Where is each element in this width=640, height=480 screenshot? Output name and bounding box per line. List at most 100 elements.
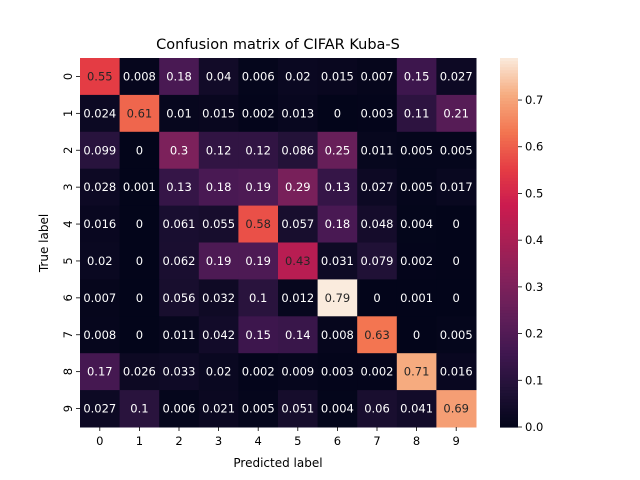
cell-value-label: 0.18 — [206, 180, 232, 194]
heatmap-cell — [159, 205, 200, 243]
heatmap-cell — [238, 390, 279, 428]
cell-value-label: 0.02 — [206, 365, 232, 379]
colorbar-segment — [500, 334, 518, 339]
colorbar-segment — [500, 282, 518, 287]
cell-value-label: 0.005 — [400, 180, 433, 194]
heatmap-cell — [317, 94, 358, 133]
heatmap-cell — [119, 316, 160, 354]
x-axis-label: Predicted label — [233, 456, 322, 470]
cell-value-label: 0.011 — [163, 328, 196, 342]
colorbar-segment — [500, 254, 518, 259]
cell-value-label: 0.008 — [321, 328, 354, 342]
colorbar-segment — [500, 239, 518, 244]
colorbar-segment — [500, 190, 518, 194]
cell-value-label: 0.02 — [87, 254, 113, 268]
heatmap-cell — [357, 58, 398, 96]
colorbar-tick-label: 0.3 — [525, 280, 543, 294]
y-tick-label: 5 — [61, 257, 75, 264]
cell-value-label: 0.04 — [206, 69, 232, 83]
colorbar-segment — [500, 300, 518, 305]
heatmap-cell — [198, 353, 239, 391]
colorbar-segment — [500, 399, 518, 403]
heatmap-cell — [396, 205, 437, 243]
heatmap-cell — [159, 353, 200, 391]
cell-value-label: 0 — [453, 254, 460, 268]
cell-value-label: 0.12 — [206, 143, 232, 157]
cell-value-label: 0.15 — [404, 69, 430, 83]
colorbar-segment — [500, 168, 518, 173]
colorbar-segment — [500, 128, 518, 133]
colorbar-segment — [500, 141, 518, 145]
cell-value-label: 0.001 — [123, 180, 156, 194]
cell-value-label: 0.051 — [281, 402, 314, 416]
heatmap-cell — [159, 242, 200, 280]
cell-value-label: 0.43 — [285, 254, 311, 268]
heatmap-cell — [317, 168, 358, 207]
y-axis-label: True label — [37, 214, 51, 273]
colorbar-segment — [500, 202, 518, 207]
heatmap-cell — [278, 94, 319, 133]
colorbar-segment — [500, 230, 518, 234]
cell-value-label: 0.027 — [440, 69, 473, 83]
x-tick-label: 6 — [334, 434, 341, 448]
cell-value-label: 0.008 — [83, 328, 116, 342]
cell-value-label: 0.06 — [364, 402, 390, 416]
cell-value-label: 0.099 — [83, 143, 116, 157]
colorbar-tick-label: 0.5 — [525, 186, 543, 200]
heatmap-cell — [119, 168, 160, 207]
heatmap-cell — [436, 205, 477, 243]
cell-value-label: 0.005 — [400, 143, 433, 157]
cell-value-label: 0.008 — [123, 69, 156, 83]
heatmap-cell — [357, 279, 398, 317]
colorbar-segment — [500, 310, 518, 314]
colorbar-segment — [500, 131, 518, 136]
cell-value-label: 0.21 — [443, 106, 469, 120]
heatmap-cell — [238, 316, 279, 354]
colorbar-tick-label: 0.7 — [525, 93, 543, 107]
cell-value-label: 0.003 — [321, 365, 354, 379]
cell-value-label: 0.1 — [130, 402, 148, 416]
cell-value-label: 0.021 — [202, 402, 235, 416]
colorbar-segment — [500, 411, 518, 416]
cell-value-label: 0.031 — [321, 254, 354, 268]
heatmap-cell — [198, 279, 239, 317]
heatmap-grid: 0.55 0.008 0.18 0.04 0.006 0.02 0.015 0.007 0.15… — [80, 58, 477, 428]
colorbar-segment — [500, 104, 518, 108]
heatmap-cell — [357, 205, 398, 243]
y-tick-label: 6 — [61, 294, 75, 301]
cell-value-label: 0.017 — [440, 180, 473, 194]
colorbar-segment — [500, 257, 518, 262]
heatmap-cell — [119, 390, 160, 428]
heatmap-cell — [357, 316, 398, 354]
y-tick-label: 9 — [61, 405, 75, 412]
cell-value-label: 0.1 — [249, 291, 267, 305]
colorbar-segment — [500, 187, 518, 191]
heatmap-cell — [278, 205, 319, 243]
colorbar-segment — [500, 76, 518, 81]
colorbar-segment — [500, 208, 518, 213]
colorbar-segment — [500, 319, 518, 324]
cell-value-label: 0.61 — [127, 106, 153, 120]
colorbar-segment — [500, 147, 518, 151]
heatmap-cell — [80, 316, 121, 354]
colorbar-tick-label: 0.1 — [525, 373, 543, 387]
colorbar-segment — [500, 107, 518, 111]
cell-value-label: 0.002 — [400, 254, 433, 268]
cell-value-label: 0.19 — [206, 254, 232, 268]
colorbar-segment — [500, 390, 518, 394]
colorbar-segment — [500, 264, 518, 268]
cell-value-label: 0.026 — [123, 365, 156, 379]
colorbar-segment — [500, 227, 518, 231]
cell-value-label: 0.3 — [170, 143, 188, 157]
heatmap-cell — [317, 242, 358, 280]
cell-value-label: 0 — [334, 106, 341, 120]
heatmap-cell — [119, 94, 160, 133]
colorbar-segment — [500, 91, 518, 96]
heatmap-cell — [396, 131, 437, 170]
colorbar-segment — [500, 270, 518, 274]
cell-value-label: 0.003 — [361, 106, 394, 120]
cell-value-label: 0.006 — [163, 402, 196, 416]
x-tick-label: 4 — [255, 434, 262, 448]
colorbar-segment — [500, 343, 518, 348]
heatmap-cell — [278, 316, 319, 354]
